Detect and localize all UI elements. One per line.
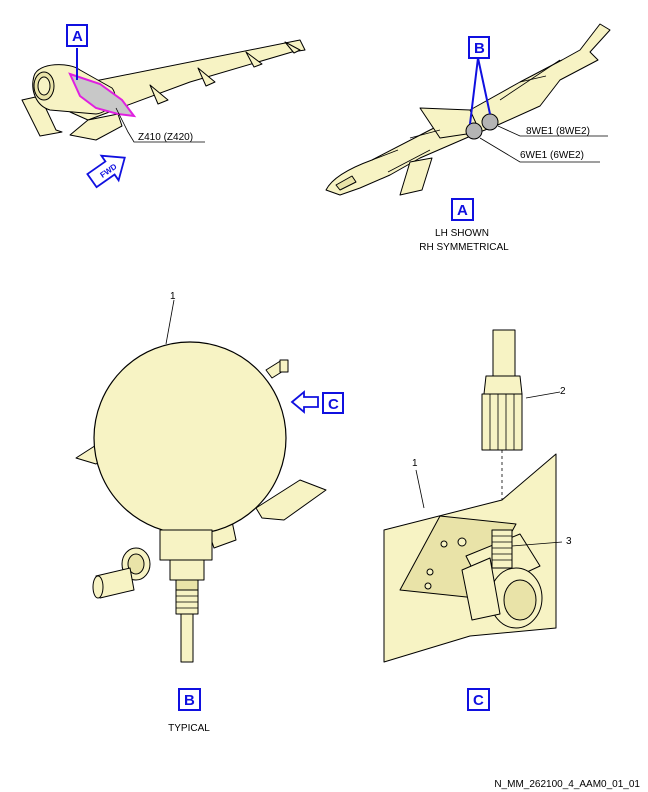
callout-b-top [468,36,490,59]
highlight-zone [68,72,137,118]
sensor-6we1 [465,122,483,140]
svg-text:C: C [473,692,484,709]
wire-label-upper: 8WE1 (8WE2) [526,126,590,137]
view-c-arrow-icon [290,390,319,414]
wing-overview: Z410 (Z420) A FWD [21,24,306,189]
view-c-connector: 2 3 1 C [383,329,572,711]
callout-a-top [66,24,88,47]
sensor-8we1 [481,113,499,131]
callout-c-view [467,688,490,711]
callout-b-view [178,688,201,711]
rh-symmetrical-label: RH SYMMETRICAL [419,242,509,253]
drawing-id: N_MM_262100_4_AAM0_01_01 [494,779,640,790]
item-1-label-b: 1 [170,291,176,302]
view-a-aircraft: 8WE1 (8WE2) 6WE1 (6WE2) B A LH SHOWN RH … [325,23,611,253]
item-2-label: 2 [560,386,566,397]
svg-text:C: C [328,396,339,413]
fwd-arrow-icon: FWD [86,154,126,189]
typical-label: TYPICAL [168,723,210,734]
zone-label: Z410 (Z420) [138,132,193,143]
wire-label-lower: 6WE1 (6WE2) [520,150,584,161]
item-3-label: 3 [566,536,572,547]
svg-text:A: A [72,28,83,45]
callout-c-arrow [322,392,344,414]
view-b-sensor: 1 C B TYPICAL [75,291,344,734]
svg-text:B: B [474,40,485,57]
callout-a-view [451,198,474,221]
lh-shown-label: LH SHOWN [435,228,489,239]
sensor-body [93,341,287,535]
item-1-label-c: 1 [412,458,418,469]
svg-text:A: A [457,202,468,219]
svg-text:B: B [184,692,195,709]
